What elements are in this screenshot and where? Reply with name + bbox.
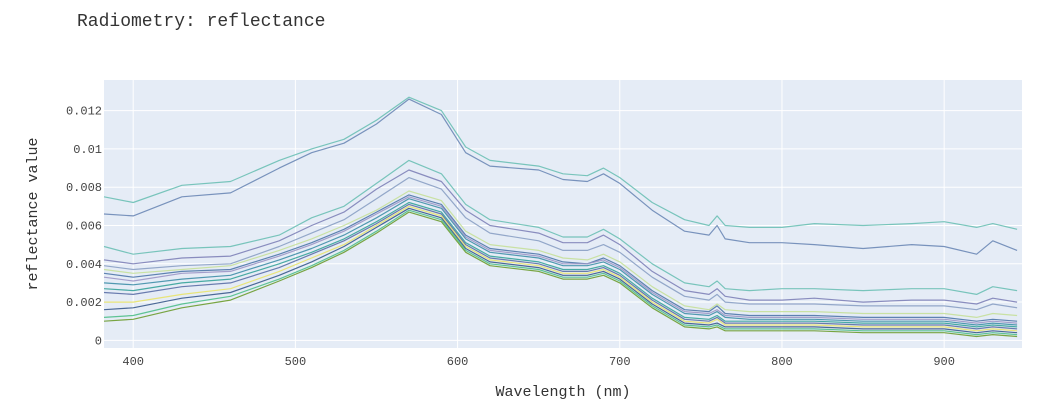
series-line-1 — [103, 96, 1018, 230]
plot-area — [104, 80, 1022, 348]
series-line-9 — [103, 198, 1018, 326]
x-tick-label: 900 — [933, 355, 955, 369]
series-line-11 — [103, 203, 1018, 330]
series-line-15 — [103, 211, 1018, 338]
chart-title: Radiometry: reflectance — [77, 12, 326, 32]
series-line-10 — [103, 201, 1018, 328]
series-line-6 — [103, 190, 1018, 318]
y-tick-label: 0.008 — [66, 181, 102, 195]
y-tick-label: 0.004 — [66, 258, 102, 272]
series-line-4 — [103, 169, 1018, 305]
x-tick-label: 800 — [771, 355, 793, 369]
y-axis-ticks: 0 0.002 0.004 0.006 0.008 0.01 0.012 — [66, 105, 102, 349]
y-tick-label: 0.01 — [73, 143, 102, 157]
series-line-13 — [103, 207, 1018, 334]
series-line-12 — [104, 205, 1018, 332]
y-tick-label: 0.012 — [66, 105, 102, 119]
y-tick-label: 0.002 — [66, 296, 102, 310]
series-line-7 — [103, 194, 1018, 322]
series-line-5 — [103, 177, 1018, 311]
y-tick-label: 0.006 — [66, 219, 102, 233]
y-tick-label: 0 — [95, 334, 102, 348]
series-lines — [103, 96, 1018, 338]
x-tick-label: 700 — [609, 355, 631, 369]
series-line-14 — [103, 209, 1018, 336]
x-axis-title: Wavelength (nm) — [495, 384, 630, 401]
y-axis-title: reflectance value — [25, 137, 42, 290]
series-line-2 — [103, 98, 1018, 255]
series-line-3 — [103, 159, 1018, 295]
x-tick-label: 500 — [285, 355, 307, 369]
series-line-8 — [103, 196, 1018, 324]
x-tick-label: 400 — [122, 355, 144, 369]
x-tick-label: 600 — [447, 355, 469, 369]
x-axis-ticks: 400 500 600 700 800 900 — [122, 355, 955, 369]
